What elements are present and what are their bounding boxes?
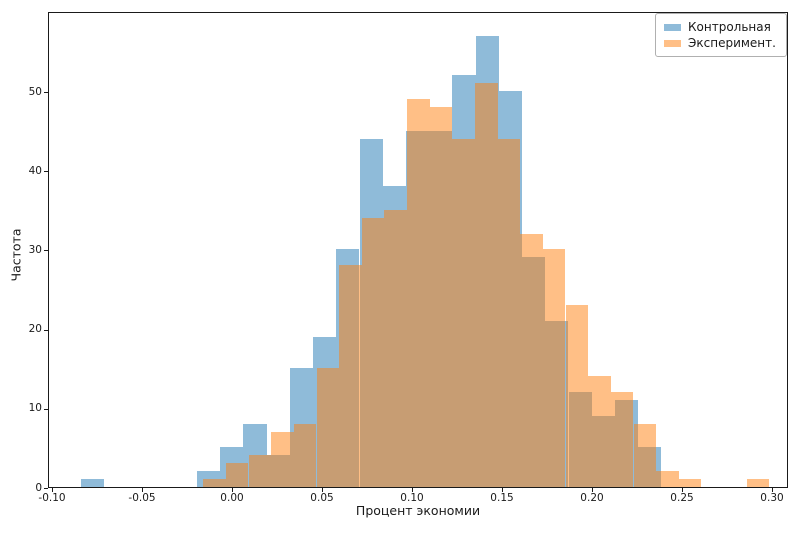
y-axis-tick-label: 10: [28, 402, 42, 415]
y-axis-tick: [44, 329, 48, 331]
hist-bar-experiment: [452, 138, 475, 487]
x-axis-tick-label: -0.05: [128, 492, 156, 504]
x-axis-tick: [232, 488, 233, 492]
y-axis-tick-label: 0: [35, 481, 42, 494]
x-axis-tick-label: 0.20: [580, 492, 604, 504]
hist-bar-experiment: [429, 106, 453, 487]
x-axis-tick-label: 0.05: [310, 492, 334, 504]
x-axis-tick: [682, 488, 683, 492]
x-axis-label: Процент экономии: [355, 503, 481, 518]
x-axis-tick-label: 0.00: [220, 492, 244, 504]
y-axis-tick: [44, 171, 48, 173]
hist-bar-experiment: [361, 217, 385, 487]
hist-bar-experiment: [271, 431, 294, 487]
hist-bar-experiment: [656, 471, 679, 487]
y-axis-label: Частота: [8, 228, 24, 282]
hist-bar-experiment: [407, 98, 430, 487]
hist-bar-experiment: [316, 368, 340, 487]
legend-swatch-experiment-icon: [664, 39, 681, 47]
hist-bar-experiment: [384, 209, 407, 487]
hist-bar-experiment: [225, 463, 249, 487]
hist-bar-control: [80, 479, 105, 487]
hist-bar-experiment: [633, 423, 657, 487]
hist-bar-experiment: [678, 479, 702, 487]
legend-item-experiment: Эксперимент.: [664, 35, 778, 51]
hist-bar-experiment: [610, 392, 634, 487]
y-axis-tick: [44, 488, 48, 489]
legend-swatch-control-icon: [664, 23, 681, 31]
x-axis-tick-label: 0.10: [400, 492, 424, 504]
x-axis-tick: [322, 488, 323, 492]
hist-bar-experiment: [497, 138, 521, 487]
y-axis-tick-label: 30: [28, 243, 42, 256]
hist-bar-experiment: [475, 83, 498, 487]
hist-bar-experiment: [248, 455, 272, 487]
hist-bar-experiment: [293, 423, 317, 487]
y-axis-tick-label: 20: [28, 323, 42, 336]
hist-bar-experiment: [588, 376, 611, 487]
hist-bar-experiment: [565, 304, 589, 487]
hist-bar-experiment: [520, 233, 543, 487]
x-axis-tick: [502, 488, 503, 492]
plot-area: [48, 12, 788, 488]
x-axis-tick: [592, 488, 593, 492]
x-axis-tick-label: 0.30: [760, 492, 784, 504]
hist-bar-experiment: [203, 479, 226, 487]
legend-label-experiment: Эксперимент.: [688, 36, 776, 50]
x-axis-tick: [772, 488, 773, 492]
y-axis-tick: [44, 250, 48, 252]
x-axis-tick-label: 0.25: [670, 492, 694, 504]
x-axis-tick: [412, 488, 413, 492]
y-axis-tick-label: 40: [28, 164, 42, 177]
hist-bar-experiment: [542, 249, 566, 487]
legend: Контрольная Эксперимент.: [655, 13, 787, 57]
x-axis-tick: [142, 488, 143, 492]
legend-item-control: Контрольная: [664, 19, 778, 35]
x-axis-tick: [52, 488, 53, 492]
hist-bar-experiment: [746, 479, 770, 487]
hist-bar-experiment: [339, 265, 362, 487]
legend-label-control: Контрольная: [688, 20, 771, 34]
y-axis-tick: [44, 408, 48, 410]
x-axis-tick-label: 0.15: [490, 492, 514, 504]
y-axis-tick: [44, 92, 48, 93]
x-axis-tick-label: -0.10: [38, 492, 66, 504]
y-axis-tick-label: 50: [28, 85, 42, 98]
